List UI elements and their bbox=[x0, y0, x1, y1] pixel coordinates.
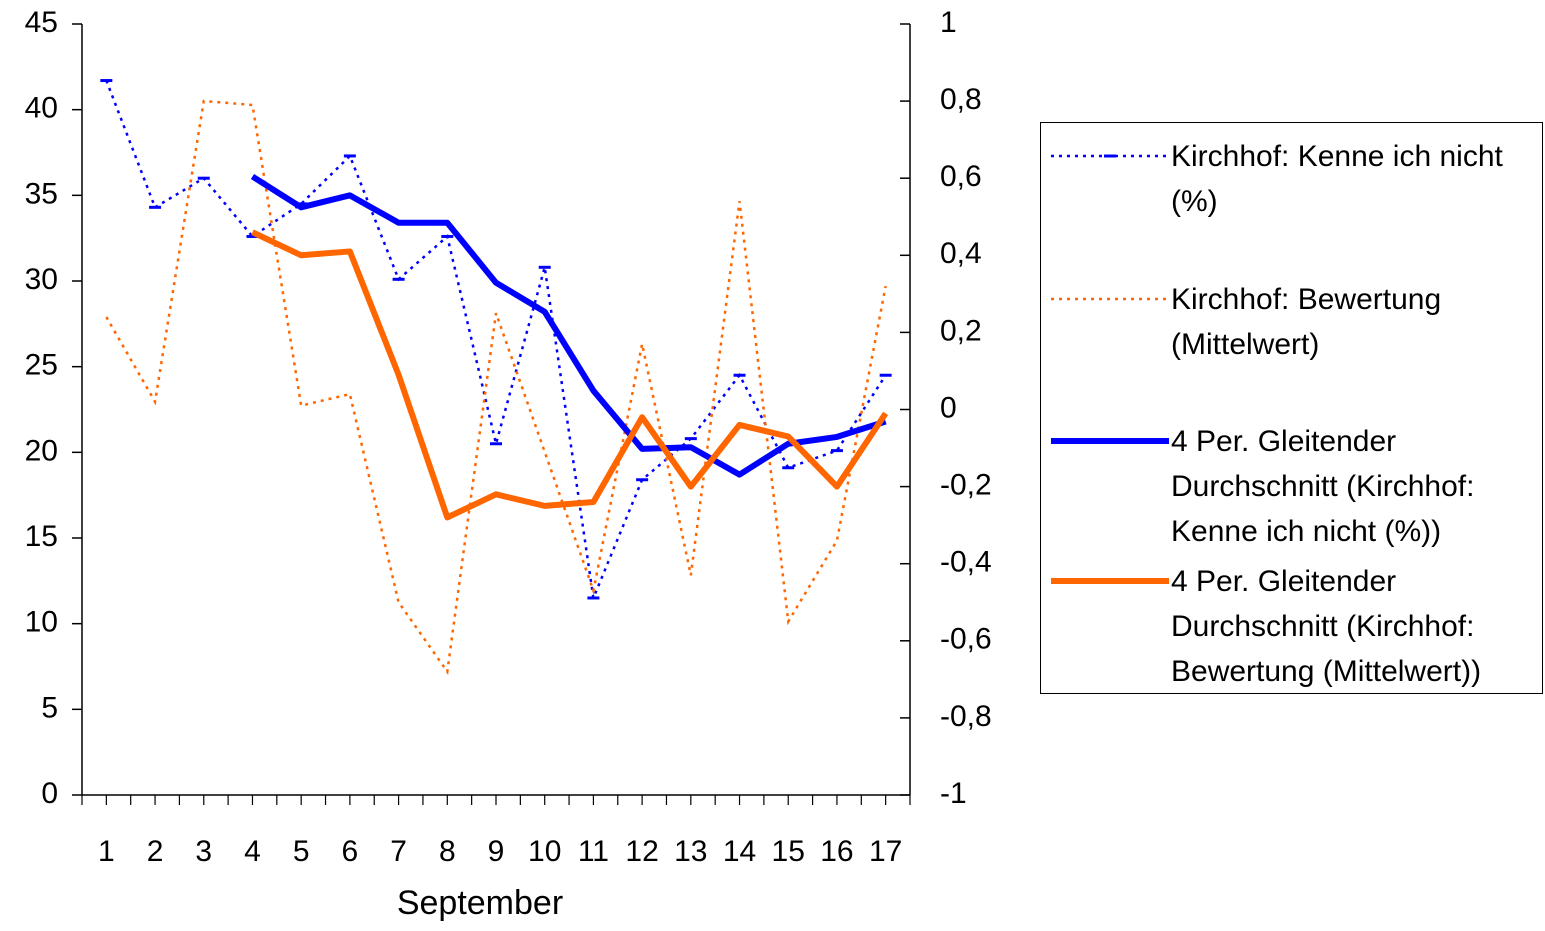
x-tick-label: 7 bbox=[390, 835, 407, 868]
x-tick-label: 13 bbox=[674, 835, 707, 868]
y-tick-label: 30 bbox=[25, 263, 58, 296]
x-tick-label: 12 bbox=[625, 835, 658, 868]
y-tick-label: 25 bbox=[25, 349, 58, 382]
series-line bbox=[105, 99, 887, 675]
x-tick-label: 11 bbox=[578, 835, 609, 868]
y2-tick-label: 0,6 bbox=[940, 160, 982, 193]
x-tick-label: 14 bbox=[723, 835, 756, 868]
x-tick-label: 10 bbox=[528, 835, 561, 868]
legend-swatch bbox=[1051, 578, 1169, 584]
legend-label: 4 Per. Gleitender Durchschnitt (Kirchhof… bbox=[1171, 425, 1475, 548]
y2-tick-label: -0,4 bbox=[940, 546, 992, 579]
series-line bbox=[105, 80, 887, 603]
legend-label: 4 Per. Gleitender Durchschnitt (Kirchhof… bbox=[1171, 565, 1482, 688]
series-line bbox=[251, 229, 889, 521]
y-tick-label: 0 bbox=[41, 777, 58, 810]
y2-tick-label: -0,2 bbox=[940, 469, 992, 502]
y2-tick-label: 0,4 bbox=[940, 237, 982, 270]
y2-tick-label: 1 bbox=[940, 6, 957, 39]
y-tick-label: 40 bbox=[25, 92, 58, 125]
legend-label: Kirchhof: Bewertung (Mittelwert) bbox=[1171, 283, 1442, 361]
y2-tick-label: -1 bbox=[940, 777, 967, 810]
legend-item: Kirchhof: Bewertung (Mittelwert) bbox=[1049, 277, 1541, 367]
x-tick-label: 2 bbox=[147, 835, 164, 868]
legend-item: 4 Per. Gleitender Durchschnitt (Kirchhof… bbox=[1049, 559, 1541, 694]
legend-item: Kirchhof: Kenne ich nicht (%) bbox=[1049, 134, 1541, 224]
legend-item: 4 Per. Gleitender Durchschnitt (Kirchhof… bbox=[1049, 419, 1541, 554]
y2-tick-label: 0 bbox=[940, 391, 957, 424]
y2-tick-label: -0,8 bbox=[940, 700, 992, 733]
y-tick-label: 10 bbox=[25, 606, 58, 639]
series-line bbox=[250, 173, 887, 478]
y-tick-label: 35 bbox=[25, 177, 58, 210]
legend-label: Kirchhof: Kenne ich nicht (%) bbox=[1171, 140, 1503, 218]
x-tick-label: 6 bbox=[342, 835, 359, 868]
legend-swatch bbox=[1051, 297, 1169, 301]
legend: Kirchhof: Kenne ich nicht (%) Kirchhof: B… bbox=[1040, 122, 1543, 694]
x-axis-title: September bbox=[397, 884, 563, 922]
x-tick-label: 5 bbox=[293, 835, 310, 868]
y-tick-label: 15 bbox=[25, 520, 58, 553]
y-tick-label: 5 bbox=[41, 691, 58, 724]
x-tick-label: 16 bbox=[820, 835, 853, 868]
y-tick-label: 45 bbox=[25, 6, 58, 39]
y2-tick-label: -0,6 bbox=[940, 623, 992, 656]
y2-tick-label: 0,8 bbox=[940, 83, 982, 116]
x-tick-label: 15 bbox=[772, 835, 805, 868]
x-tick-label: 1 bbox=[98, 835, 115, 868]
x-tick-label: 8 bbox=[439, 835, 456, 868]
legend-swatch bbox=[1051, 438, 1169, 444]
legend-swatch bbox=[1051, 154, 1169, 158]
x-tick-label: 3 bbox=[195, 835, 212, 868]
y2-tick-label: 0,2 bbox=[940, 314, 982, 347]
x-tick-label: 4 bbox=[244, 835, 261, 868]
x-tick-label: 9 bbox=[488, 835, 505, 868]
x-tick-label: 17 bbox=[869, 835, 902, 868]
y-tick-label: 20 bbox=[25, 434, 58, 467]
